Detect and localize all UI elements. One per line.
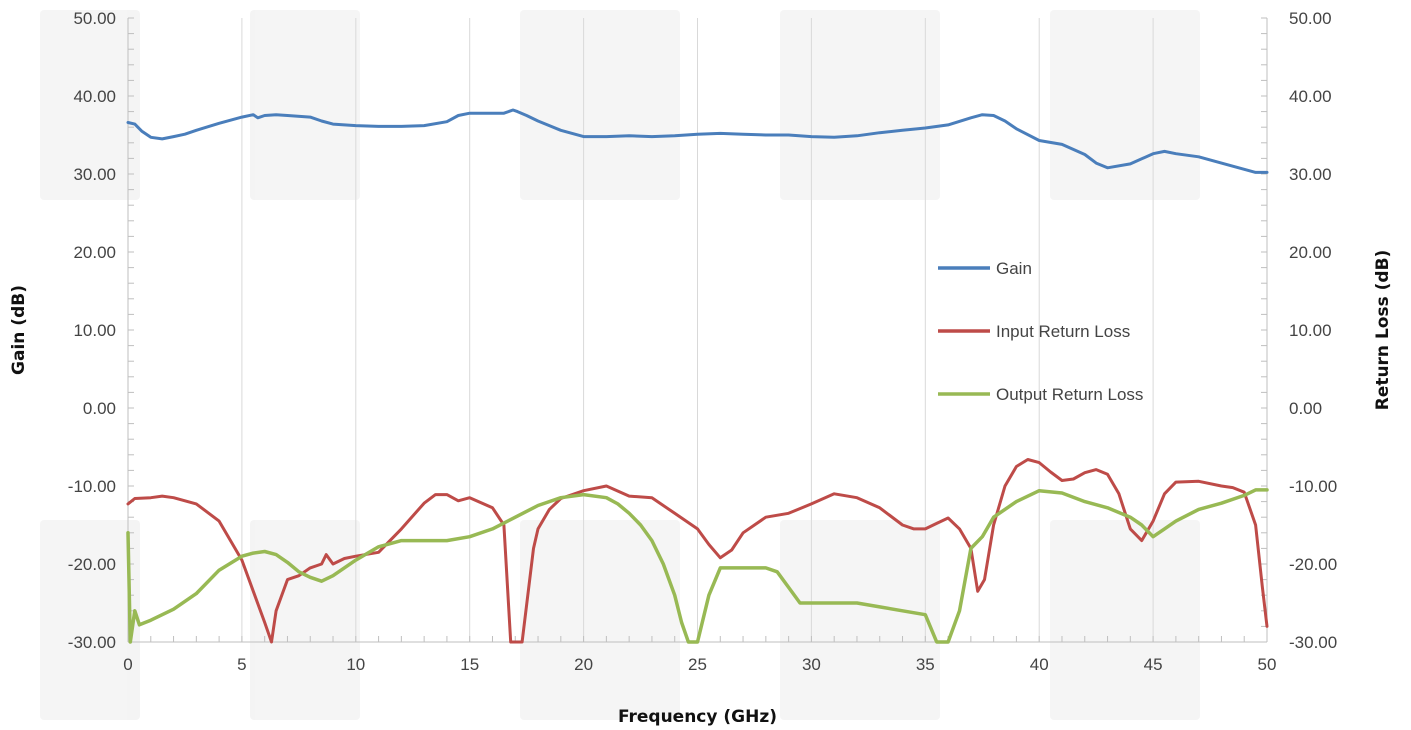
y-left-tick-label: 0.00 xyxy=(83,399,116,418)
x-tick-label: 0 xyxy=(123,655,132,674)
x-tick-label: 30 xyxy=(802,655,821,674)
y-left-tick-label: 10.00 xyxy=(73,321,116,340)
y-right-tick-label: 20.00 xyxy=(1289,243,1332,262)
y-left-tick-label: -20.00 xyxy=(68,555,116,574)
y-right-tick-label: 30.00 xyxy=(1289,165,1332,184)
x-tick-label: 50 xyxy=(1258,655,1277,674)
legend: Gain Input Return Loss Output Return Loss xyxy=(938,259,1143,404)
y-left-tick-label: 30.00 xyxy=(73,165,116,184)
y-left-tick-label: -10.00 xyxy=(68,477,116,496)
legend-label: Input Return Loss xyxy=(996,322,1130,341)
x-axis-title: Frequency (GHz) xyxy=(618,707,777,727)
y-right-tick-label: 0.00 xyxy=(1289,399,1322,418)
x-tick-label: 35 xyxy=(916,655,935,674)
series-line-output-return-loss xyxy=(126,488,1269,644)
y-right-tick-label: 40.00 xyxy=(1289,87,1332,106)
x-tick-label: 15 xyxy=(460,655,479,674)
y-right-tick-label: 10.00 xyxy=(1289,321,1332,340)
y-right-tick-label: -20.00 xyxy=(1289,555,1337,574)
y-left-tick-label: 40.00 xyxy=(73,87,116,106)
watermark-logo xyxy=(40,10,1200,720)
x-tick-label: 25 xyxy=(688,655,707,674)
y-right-tick-label: 50.00 xyxy=(1289,9,1332,28)
x-tick-label: 20 xyxy=(574,655,593,674)
legend-label: Output Return Loss xyxy=(996,385,1143,404)
y-right-tick-label: -30.00 xyxy=(1289,633,1337,652)
legend-label: Gain xyxy=(996,259,1032,278)
y-right-tick-label: -10.00 xyxy=(1289,477,1337,496)
x-tick-label: 5 xyxy=(237,655,246,674)
y-left-tick-label: 20.00 xyxy=(73,243,116,262)
series-line-gain xyxy=(126,108,1269,174)
x-tick-label: 10 xyxy=(346,655,365,674)
y-axis-left-title: Gain (dB) xyxy=(9,285,29,375)
series-line-input-return-loss xyxy=(126,458,1269,644)
y-axis-right-title: Return Loss (dB) xyxy=(1373,250,1393,411)
y-left-tick-label: -30.00 xyxy=(68,633,116,652)
y-left-tick-label: 50.00 xyxy=(73,9,116,28)
x-tick-label: 45 xyxy=(1144,655,1163,674)
series-lines xyxy=(126,108,1269,644)
x-tick-label: 40 xyxy=(1030,655,1049,674)
